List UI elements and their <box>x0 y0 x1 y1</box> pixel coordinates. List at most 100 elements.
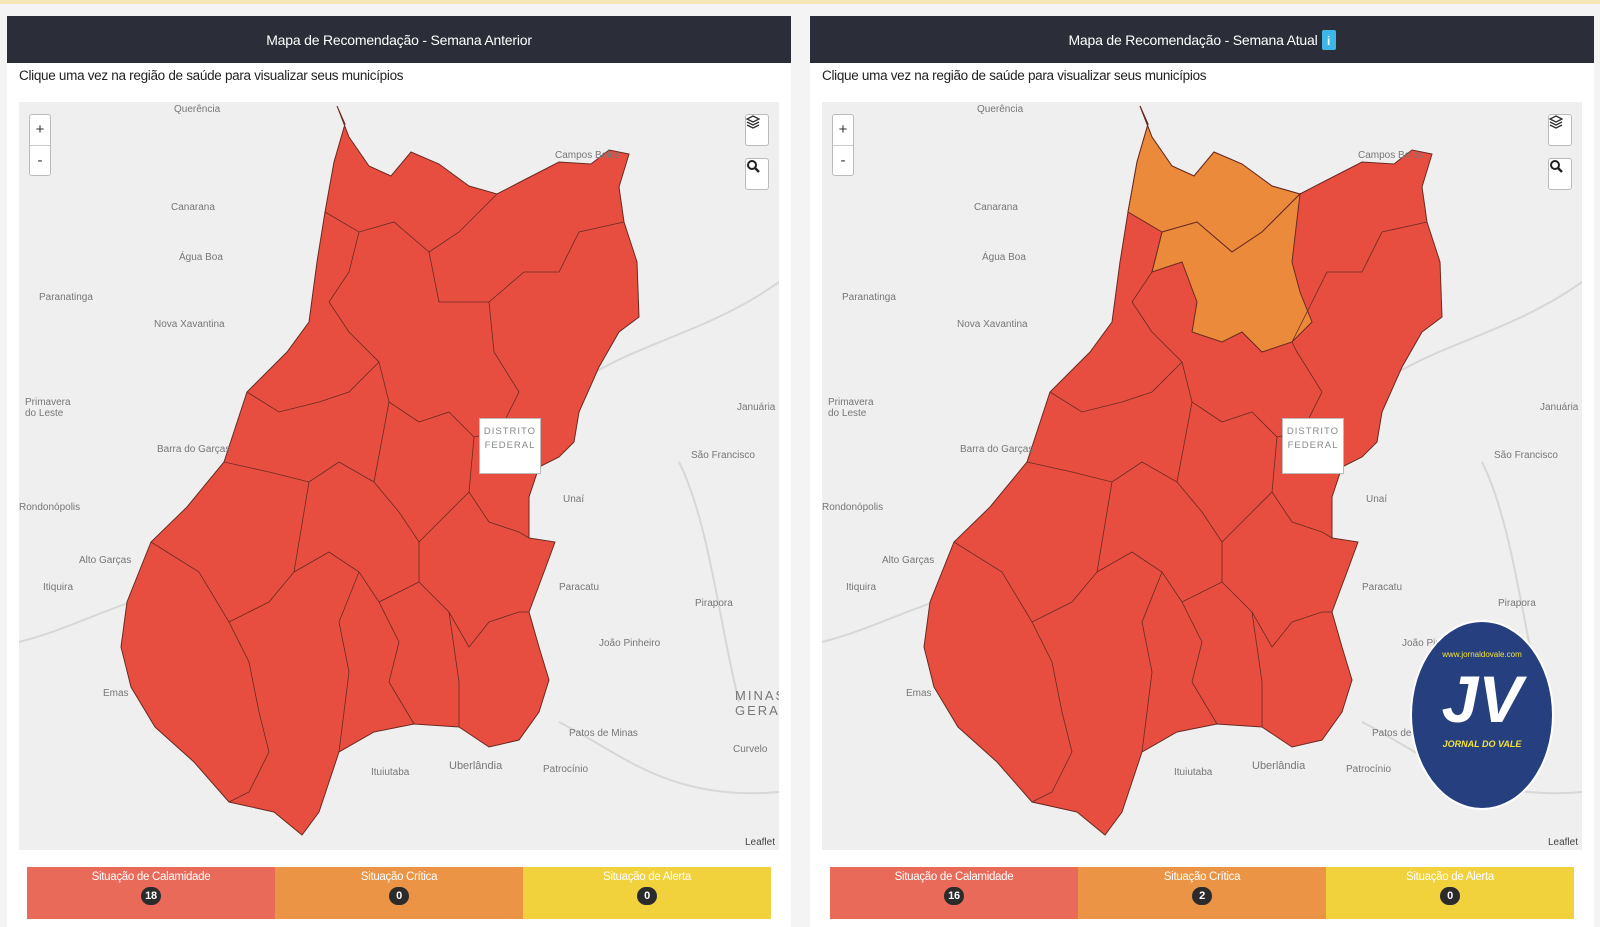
map-instruction: Clique uma vez na região de saúde para v… <box>19 68 404 83</box>
legend-count-badge: 2 <box>1192 887 1212 905</box>
top-strip <box>0 0 1600 4</box>
place-label: Emas <box>906 688 932 699</box>
legend-label: Situação de Alerta <box>603 871 691 883</box>
place-label: Campos Belos <box>555 150 621 161</box>
distrito-federal-label: DISTRITO FEDERAL <box>479 418 541 474</box>
info-icon[interactable]: i <box>1321 29 1336 50</box>
place-label: Primavera do Leste <box>25 397 71 419</box>
place-label: Alto Garças <box>79 555 132 566</box>
place-label: MINAS GERAIS <box>735 688 779 718</box>
map-previous-week[interactable]: Querência Canarana Água Boa Paranatinga … <box>19 102 779 850</box>
place-label: Januária <box>1540 402 1579 413</box>
panel-header: Mapa de Recomendação - Semana Anterior <box>7 16 791 63</box>
place-label: Itiquira <box>846 582 877 593</box>
watermark-letters: JV <box>1441 662 1523 736</box>
leaflet-attribution[interactable]: Leaflet <box>744 837 775 848</box>
panel-header: Mapa de Recomendação - Semana Atual i <box>810 16 1594 63</box>
legend-alerta: Situação de Alerta 0 <box>523 867 771 919</box>
leaflet-attribution[interactable]: Leaflet <box>1547 837 1578 848</box>
place-label: Água Boa <box>982 252 1026 263</box>
legend-calamidade: Situação de Calamidade 18 <box>27 867 275 919</box>
place-label: Rondonópolis <box>19 502 81 513</box>
place-label: Patrocínio <box>543 764 589 775</box>
distrito-federal-label: DISTRITO FEDERAL <box>1282 418 1344 474</box>
place-label: Emas <box>103 688 129 699</box>
place-label: Rondonópolis <box>822 502 884 513</box>
place-label: São Francisco <box>1494 450 1558 461</box>
place-label: Patos de Minas <box>569 728 638 739</box>
place-label: João Pinheiro <box>599 638 661 649</box>
place-label: Canarana <box>974 202 1018 213</box>
panel-current-week: Mapa de Recomendação - Semana Atual i Cl… <box>810 16 1594 927</box>
zoom-control: + - <box>29 114 51 176</box>
place-label: Paranatinga <box>39 292 93 303</box>
place-label: Paracatu <box>559 582 600 593</box>
place-label: Nova Xavantina <box>957 319 1028 330</box>
search-icon[interactable] <box>1548 158 1572 190</box>
legend-label: Situação de Alerta <box>1406 871 1494 883</box>
region-borders <box>150 193 625 803</box>
health-regions-critical[interactable] <box>1127 105 1313 353</box>
health-regions[interactable] <box>120 105 640 836</box>
place-label: Unaí <box>1366 494 1388 505</box>
region-borders <box>953 221 1428 803</box>
legend-label: Situação Crítica <box>360 871 438 883</box>
place-label: Pirapora <box>1498 598 1536 609</box>
place-label: Paranatinga <box>842 292 896 303</box>
place-label: Itiquira <box>43 582 74 593</box>
place-label: Água Boa <box>179 252 223 263</box>
place-label: Nova Xavantina <box>154 319 225 330</box>
legend-count-badge: 16 <box>944 887 964 905</box>
zoom-in-icon[interactable]: + <box>833 115 853 146</box>
legend: Situação de Calamidade 16 Situação Críti… <box>830 867 1574 919</box>
legend-count-badge: 0 <box>389 887 409 905</box>
zoom-control: + - <box>832 114 854 176</box>
place-label: Canarana <box>171 202 215 213</box>
legend-alerta: Situação de Alerta 0 <box>1326 867 1574 919</box>
place-label: Curvelo <box>733 744 768 755</box>
legend-label: Situação de Calamidade <box>894 871 1014 883</box>
legend-critica: Situação Crítica 0 <box>275 867 523 919</box>
place-label: Barra do Garças <box>157 444 231 455</box>
panel-title: Mapa de Recomendação - Semana Atual <box>1068 31 1318 48</box>
map-current-week[interactable]: Querência Canarana Água Boa Paranatinga … <box>822 102 1582 850</box>
legend-label: Situação de Calamidade <box>91 871 211 883</box>
place-label: João Pinheiro <box>1402 638 1464 649</box>
place-label: Barra do Garças <box>960 444 1034 455</box>
place-label: Uberlândia <box>1252 760 1306 772</box>
zoom-in-icon[interactable]: + <box>30 115 50 146</box>
place-label: São Francisco <box>691 450 755 461</box>
place-label: Campos Belos <box>1358 150 1424 161</box>
place-label: Alto Garças <box>882 555 935 566</box>
legend-label: Situação Crítica <box>1163 871 1241 883</box>
legend-count-badge: 0 <box>1440 887 1460 905</box>
watermark-name: JORNAL DO VALE <box>1442 739 1522 749</box>
place-label: Patos de Minas <box>1372 728 1441 739</box>
legend: Situação de Calamidade 18 Situação Críti… <box>27 867 771 919</box>
place-label: Querência <box>977 104 1024 115</box>
panel-title: Mapa de Recomendação - Semana Anterior <box>266 31 532 48</box>
place-label: Uberlândia <box>449 760 503 772</box>
map-layer <box>19 105 779 836</box>
legend-count-badge: 0 <box>637 887 657 905</box>
layers-icon[interactable] <box>1548 114 1572 146</box>
place-label: Primavera do Leste <box>828 397 874 419</box>
place-label: Januária <box>737 402 776 413</box>
watermark-url: www.jornaldovale.com <box>1442 650 1522 659</box>
legend-critica: Situação Crítica 2 <box>1078 867 1326 919</box>
place-label: Ituiutaba <box>371 767 410 778</box>
place-label: Patrocínio <box>1346 764 1392 775</box>
zoom-out-icon[interactable]: - <box>37 152 43 169</box>
map-instruction: Clique uma vez na região de saúde para v… <box>822 68 1207 83</box>
place-label: Pirapora <box>695 598 733 609</box>
place-label: Paracatu <box>1362 582 1403 593</box>
place-label: Querência <box>174 104 221 115</box>
panel-previous-week: Mapa de Recomendação - Semana Anterior C… <box>7 16 791 927</box>
search-icon[interactable] <box>745 158 769 190</box>
layers-icon[interactable] <box>745 114 769 146</box>
map-layer <box>822 105 1582 836</box>
legend-count-badge: 18 <box>141 887 161 905</box>
health-regions[interactable] <box>923 105 1443 836</box>
zoom-out-icon[interactable]: - <box>840 152 846 169</box>
legend-calamidade: Situação de Calamidade 16 <box>830 867 1078 919</box>
